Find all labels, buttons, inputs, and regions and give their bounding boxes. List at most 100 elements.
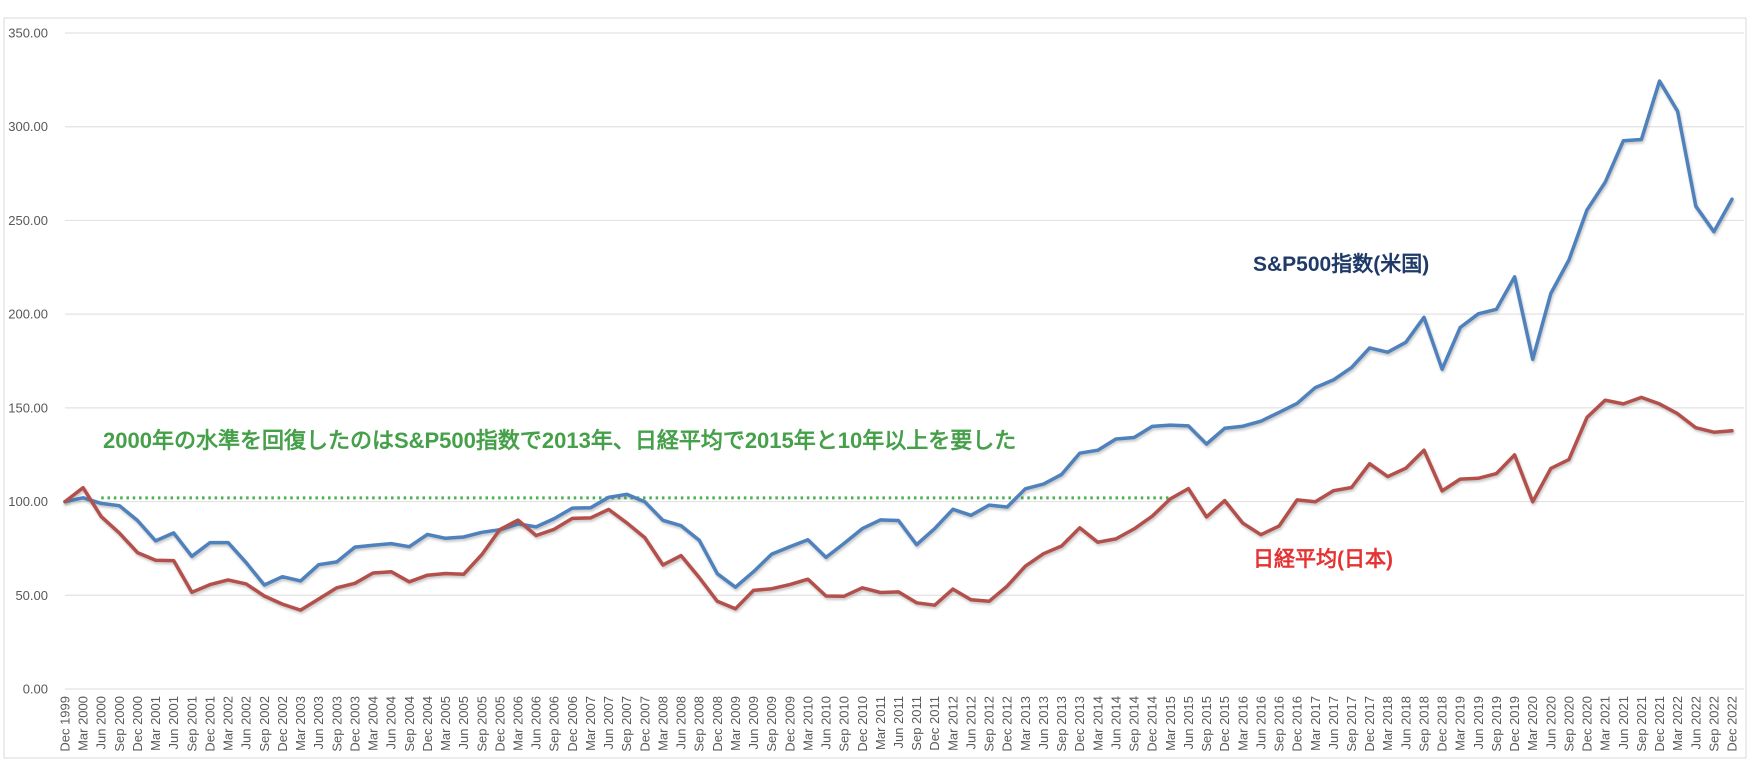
x-axis-tick-label: Dec 2005 <box>492 696 507 752</box>
x-axis-tick-label: Mar 2000 <box>76 696 91 751</box>
x-axis-tick-label: Sep 2020 <box>1561 696 1576 752</box>
x-axis-tick-label: Dec 2015 <box>1217 696 1232 752</box>
x-axis-tick-label: Sep 2018 <box>1416 696 1431 752</box>
annotation-recovery-note: 2000年の水準を回復したのはS&P500指数で2013年、日経平均で2015年… <box>103 428 1017 453</box>
x-axis-tick-label: Jun 2017 <box>1326 696 1341 750</box>
x-axis-tick-label: Dec 2006 <box>565 696 580 752</box>
x-axis-tick-label: Mar 2001 <box>148 696 163 751</box>
x-axis-tick-label: Sep 2006 <box>547 696 562 752</box>
x-axis-tick-label: Mar 2003 <box>293 696 308 751</box>
x-axis-tick-label: Sep 2001 <box>184 696 199 752</box>
x-axis-tick-label: Mar 2011 <box>873 696 888 750</box>
x-axis-tick-label: Sep 2011 <box>909 696 924 751</box>
x-axis-tick-label: Dec 2001 <box>202 696 217 752</box>
x-axis-tick-label: Sep 2005 <box>474 696 489 752</box>
x-axis-tick-label: Jun 2014 <box>1108 696 1123 750</box>
x-axis-tick-label: Sep 2010 <box>837 696 852 752</box>
x-axis-tick-label: Mar 2009 <box>728 696 743 751</box>
x-axis-tick-label: Dec 2004 <box>420 696 435 752</box>
x-axis-tick-label: Dec 2020 <box>1580 696 1595 752</box>
chart-border <box>3 17 1747 759</box>
x-axis-tick-label: Dec 2013 <box>1072 696 1087 752</box>
y-axis-tick-label: 150.00 <box>8 400 48 415</box>
x-axis-tick-label: Sep 2015 <box>1199 696 1214 752</box>
nikkei-line-series <box>63 395 1734 612</box>
x-axis-tick-label: Jun 2001 <box>166 696 181 750</box>
x-axis-tick-label: Sep 2007 <box>619 696 634 752</box>
x-axis-tick-label: Jun 2019 <box>1471 696 1486 750</box>
x-axis-tick-label: Dec 2018 <box>1435 696 1450 752</box>
x-axis-tick-label: Sep 2004 <box>402 696 417 752</box>
x-axis-tick-label: Dec 2019 <box>1507 696 1522 752</box>
x-axis-tick-label: Mar 2020 <box>1525 696 1540 751</box>
y-axis-tick-label: 0.00 <box>23 682 48 697</box>
y-axis-tick-label: 350.00 <box>8 26 48 41</box>
x-axis-tick-label: Jun 2013 <box>1036 696 1051 750</box>
x-axis-tick-label: Dec 2008 <box>710 696 725 752</box>
x-axis-tick-label: Dec 2014 <box>1145 696 1160 752</box>
x-axis-tick-label: Mar 2004 <box>366 696 381 751</box>
x-axis-tick-label: Sep 2021 <box>1634 696 1649 752</box>
x-axis-tick-label: Jun 2010 <box>819 696 834 750</box>
nikkei-series-label: 日経平均(日本) <box>1253 548 1393 571</box>
x-axis-tick-label: Sep 2022 <box>1706 696 1721 752</box>
x-axis-tick-label: Sep 2014 <box>1127 696 1142 752</box>
x-axis-tick-label: Sep 2008 <box>692 696 707 752</box>
x-axis-tick-label: Dec 2012 <box>1000 696 1015 752</box>
x-axis-tick-label: Mar 2007 <box>583 696 598 751</box>
x-axis-tick-label: Sep 2009 <box>764 696 779 752</box>
x-axis-tick-label: Jun 2021 <box>1616 696 1631 750</box>
x-axis-tick-label: Mar 2006 <box>510 696 525 751</box>
x-axis-tick-label: Jun 2012 <box>963 696 978 750</box>
x-axis-tick-label: Mar 2012 <box>945 696 960 751</box>
x-axis-tick-label: Sep 2012 <box>982 696 997 752</box>
x-axis-tick-label: Mar 2017 <box>1308 696 1323 751</box>
x-axis-tick-label: Jun 2007 <box>601 696 616 750</box>
x-axis-tick-label: Dec 2016 <box>1290 696 1305 752</box>
sp500-line-series <box>63 79 1734 589</box>
x-axis-tick-label: Jun 2015 <box>1181 696 1196 750</box>
x-axis-tick-label: Jun 2011 <box>891 696 906 749</box>
x-axis-tick-label: Dec 2009 <box>782 696 797 752</box>
x-axis-tick-label: Mar 2010 <box>800 696 815 751</box>
x-axis-tick-label: Sep 2019 <box>1489 696 1504 752</box>
x-axis-tick-label: Jun 2005 <box>456 696 471 750</box>
x-axis-tick-label: Dec 2011 <box>927 696 942 751</box>
x-axis-tick-label: Jun 2009 <box>746 696 761 750</box>
x-axis-tick-label: Dec 1999 <box>58 696 73 752</box>
x-axis-tick-label: Mar 2016 <box>1235 696 1250 751</box>
x-axis-tick-label: Sep 2000 <box>112 696 127 752</box>
x-axis-tick-label: Dec 2002 <box>275 696 290 752</box>
x-axis-tick-label: Dec 2022 <box>1725 696 1740 752</box>
x-axis-tick-label: Mar 2015 <box>1163 696 1178 751</box>
x-axis-tick-label: Jun 2018 <box>1398 696 1413 750</box>
y-axis-tick-label: 100.00 <box>8 494 48 509</box>
x-axis-tick-label: Dec 2021 <box>1652 696 1667 752</box>
x-axis-tick-label: Dec 2000 <box>130 696 145 752</box>
x-axis-tick-label: Jun 2020 <box>1543 696 1558 750</box>
x-axis-tick-label: Dec 2003 <box>347 696 362 752</box>
y-axis-tick-label: 300.00 <box>8 119 48 134</box>
x-axis-tick-label: Dec 2007 <box>637 696 652 752</box>
x-axis-tick-label: Sep 2017 <box>1344 696 1359 752</box>
x-axis-tick-label: Jun 2003 <box>311 696 326 750</box>
x-axis-tick-label: Jun 2016 <box>1253 696 1268 750</box>
x-axis-tick-label: Mar 2018 <box>1380 696 1395 751</box>
x-axis-tick-label: Jun 2000 <box>94 696 109 750</box>
sp500-series-label: S&P500指数(米国) <box>1253 253 1430 276</box>
x-axis-tick-label: Dec 2010 <box>855 696 870 752</box>
x-axis-tick-label: Jun 2006 <box>529 696 544 750</box>
x-axis-tick-label: Mar 2014 <box>1090 696 1105 751</box>
x-axis-tick-label: Jun 2008 <box>674 696 689 750</box>
y-axis-tick-label: 200.00 <box>8 307 48 322</box>
y-axis-tick-label: 50.00 <box>15 588 48 603</box>
x-axis-tick-label: Sep 2013 <box>1054 696 1069 752</box>
x-axis-tick-label: Mar 2002 <box>221 696 236 751</box>
x-axis-tick-label: Mar 2022 <box>1670 696 1685 751</box>
x-axis-tick-label: Dec 2017 <box>1362 696 1377 752</box>
x-axis-tick-label: Mar 2019 <box>1453 696 1468 751</box>
y-axis-tick-label: 250.00 <box>8 213 48 228</box>
x-axis-tick-label: Mar 2013 <box>1018 696 1033 751</box>
x-axis-tick-label: Jun 2022 <box>1688 696 1703 750</box>
